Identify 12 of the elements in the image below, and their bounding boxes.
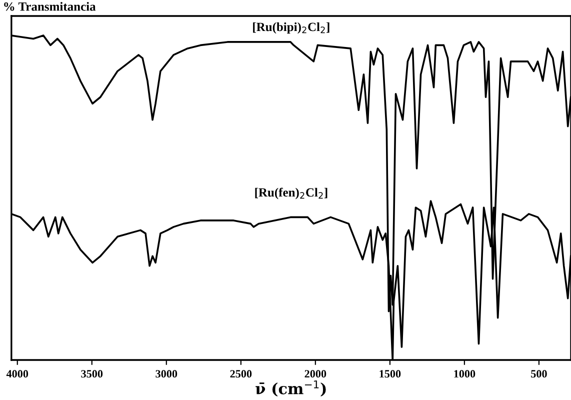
x-tick-label: 2500	[230, 370, 252, 378]
x-tick-label: 1500	[380, 370, 401, 378]
series-label: [Ru(fen)$_{2}$Cl$_{2}$]	[255, 188, 328, 200]
x-tick-label: 2000	[304, 370, 326, 378]
x-tick-label: 4000	[6, 370, 28, 378]
x-tick-label: 1000	[454, 370, 476, 378]
x-axis-title: ν̄ (cm$^{−1}$)	[256, 380, 326, 396]
x-tick-label: 500	[531, 370, 547, 378]
x-tick-label: 3000	[156, 370, 178, 378]
y-axis-title: % Transmitancia	[4, 2, 96, 11]
series-label: [Ru(bipi)$_{2}$Cl$_{2}$]	[253, 22, 330, 34]
x-tick-label: 3500	[81, 370, 103, 378]
